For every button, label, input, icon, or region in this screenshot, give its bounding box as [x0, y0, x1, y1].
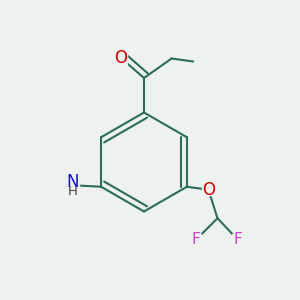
Text: F: F — [233, 232, 242, 247]
Text: N: N — [66, 172, 79, 191]
Bar — [232, 234, 243, 245]
Bar — [190, 234, 201, 245]
Text: O: O — [114, 49, 127, 67]
Text: O: O — [202, 181, 215, 199]
Bar — [115, 52, 127, 64]
Bar — [66, 176, 79, 194]
Text: F: F — [191, 232, 200, 247]
Bar — [202, 184, 214, 196]
Text: H: H — [68, 185, 78, 198]
